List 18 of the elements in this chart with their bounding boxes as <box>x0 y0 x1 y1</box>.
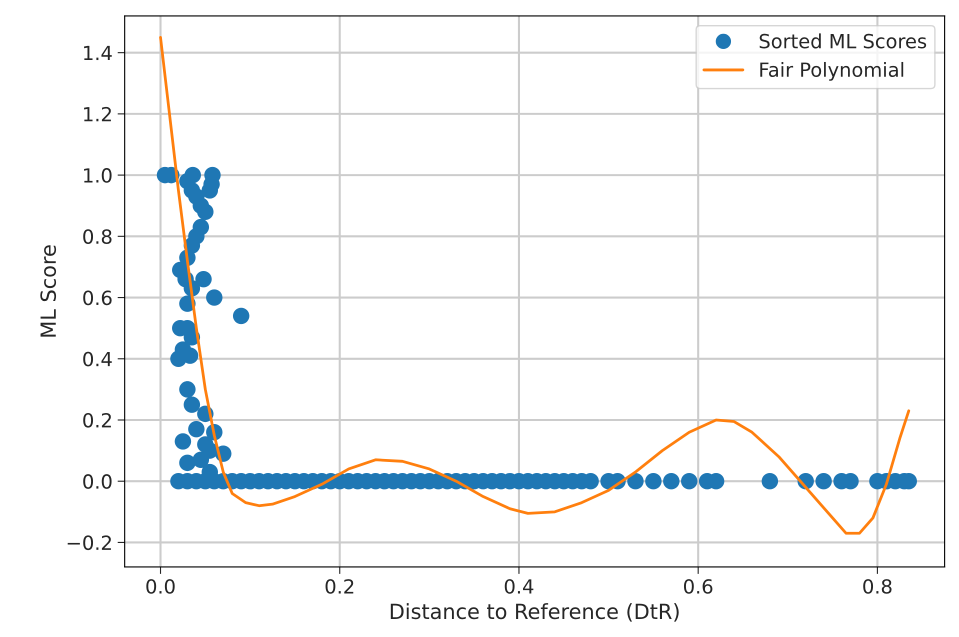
y-tick-label: −0.2 <box>68 535 111 550</box>
legend-label: Sorted ML Scores <box>760 33 926 48</box>
y-axis-title: ML Score <box>40 245 56 337</box>
y-tick-label: 0.6 <box>83 290 112 306</box>
y-tick-label: 0.8 <box>83 229 112 244</box>
y-tick-label: 1.2 <box>84 106 111 122</box>
x-axis-title: Distance to Reference (DtR) <box>390 603 679 622</box>
y-tick-label: 0.2 <box>83 412 111 428</box>
y-tick-label: 1.4 <box>84 46 112 60</box>
legend-label: Fair Polynomial <box>760 62 904 81</box>
y-tick-label: 0.0 <box>83 474 112 489</box>
x-tick-label: 0.0 <box>146 579 175 594</box>
x-tick-label: 0.2 <box>326 579 354 594</box>
x-tick-label: 0.6 <box>684 579 712 594</box>
x-tick-label: 0.8 <box>863 579 892 594</box>
y-tick-label: 0.4 <box>83 352 112 366</box>
x-tick-label: 0.4 <box>504 579 534 594</box>
y-tick-label: 1.0 <box>84 168 112 183</box>
